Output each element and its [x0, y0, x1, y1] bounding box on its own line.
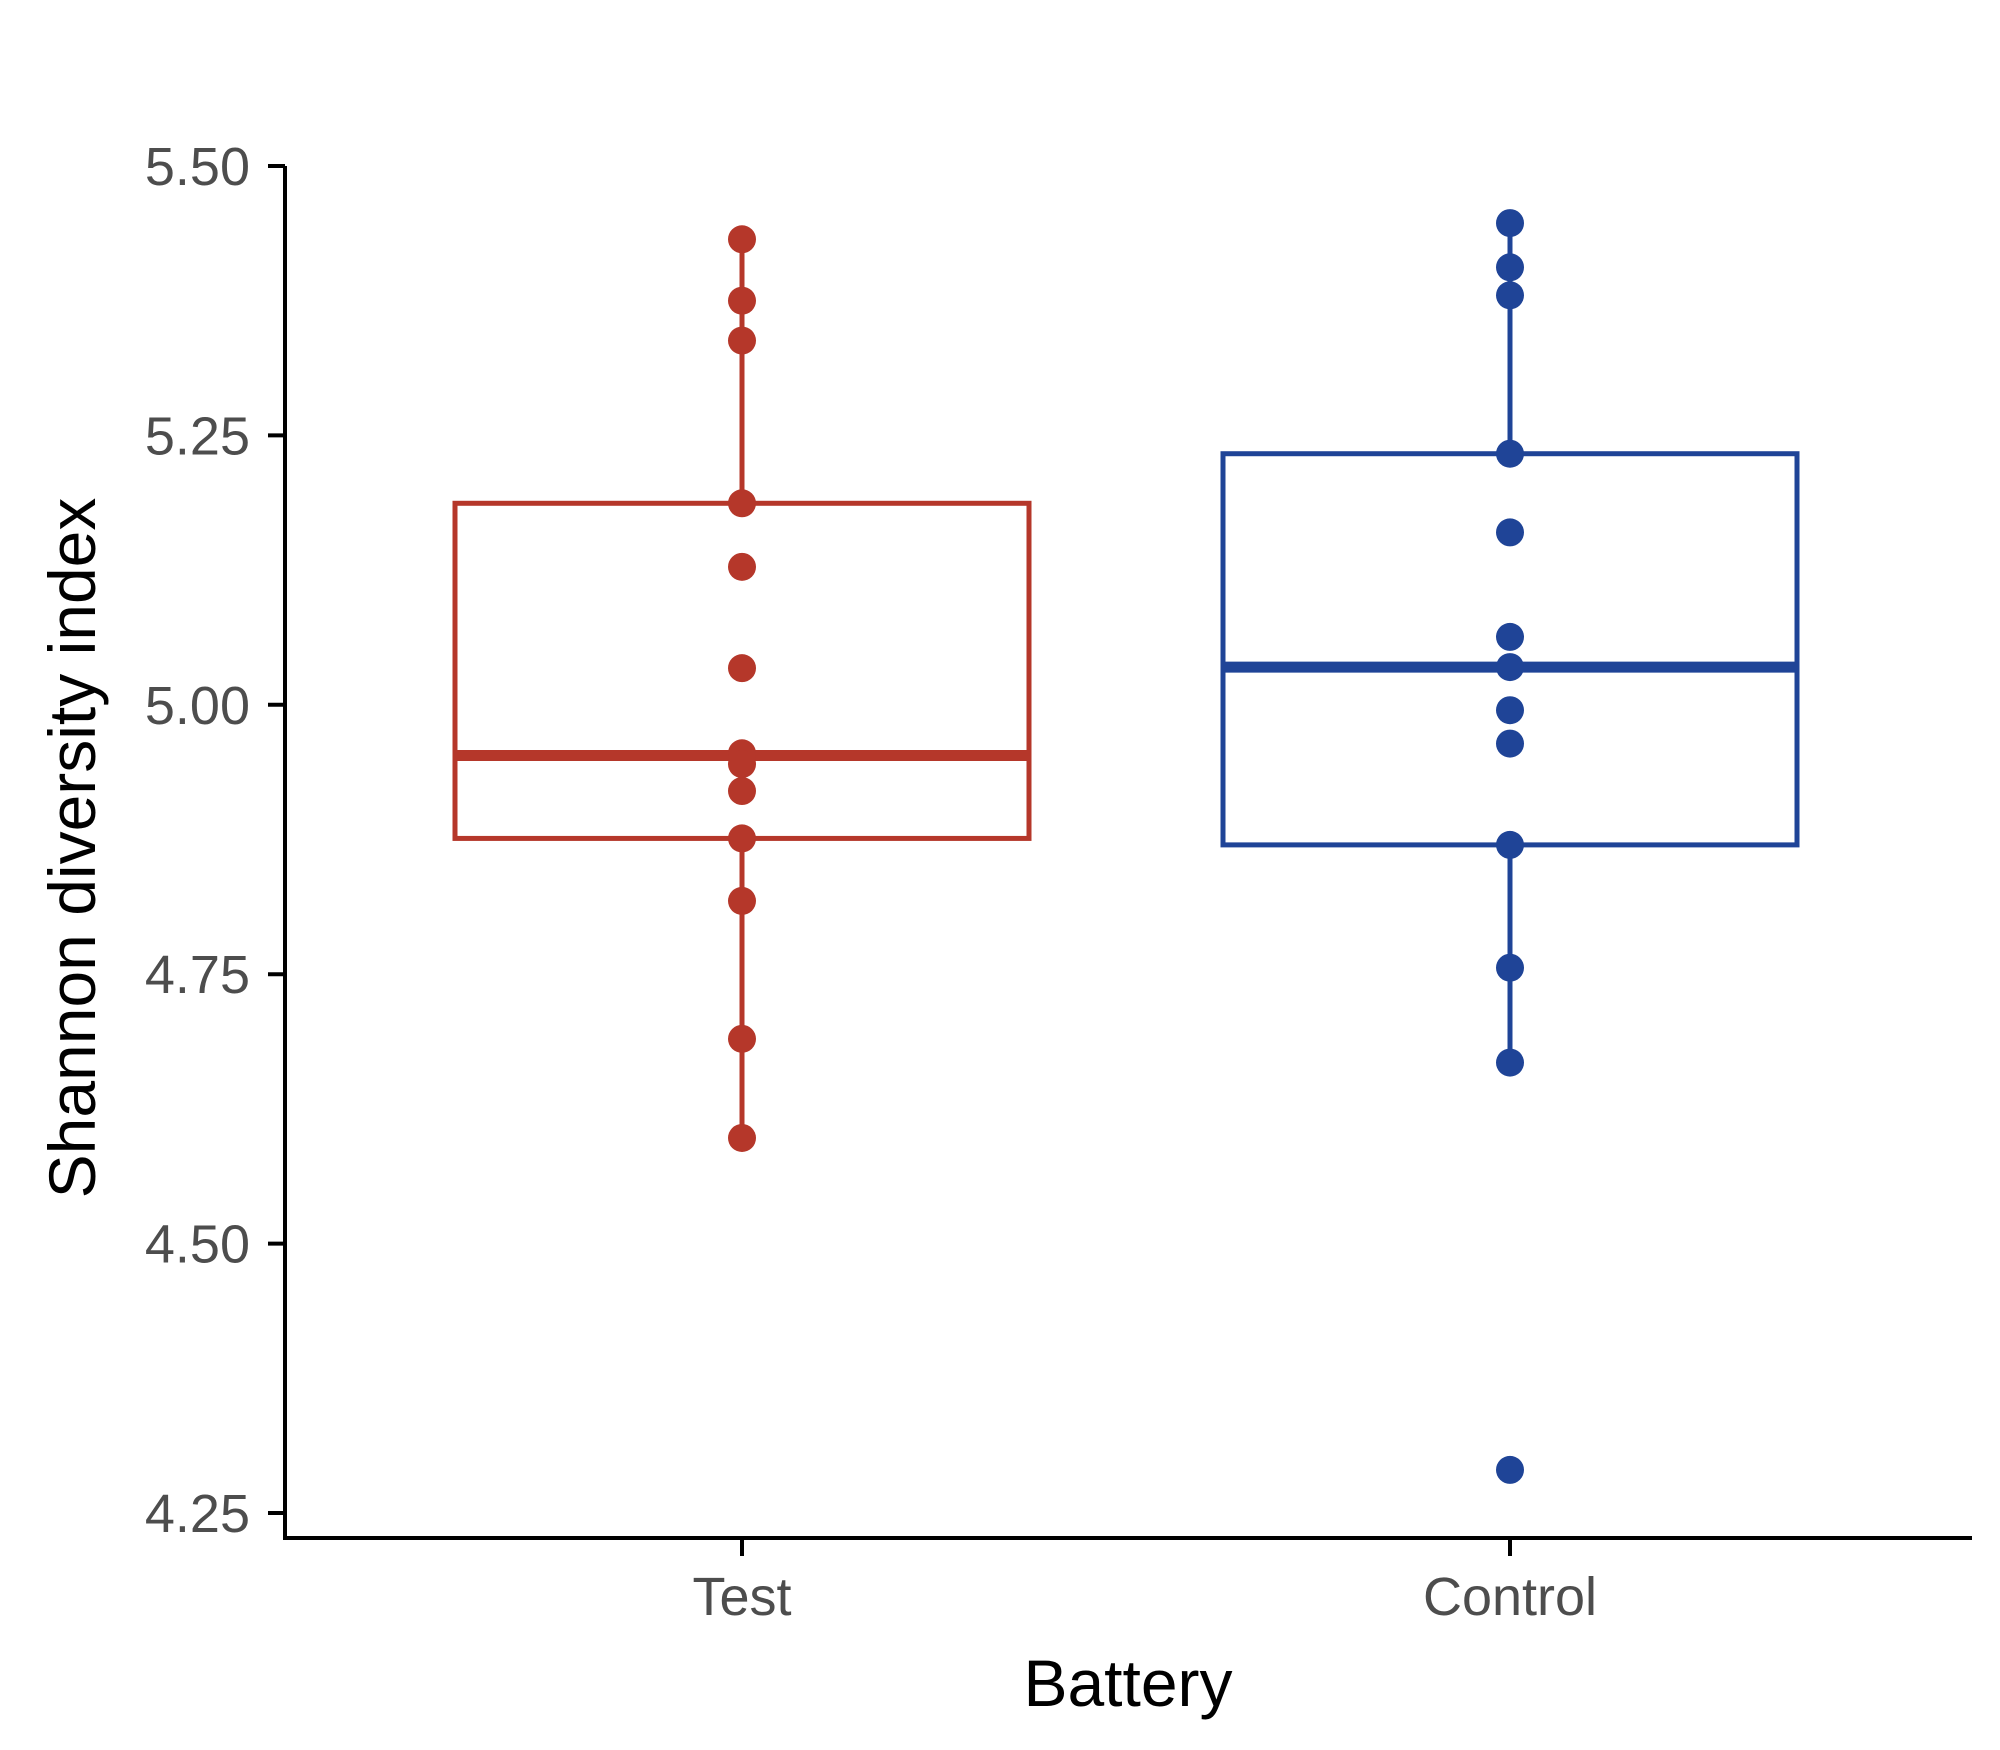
data-point [1496, 696, 1524, 725]
y-tick-label: 4.75 [145, 945, 250, 1005]
x-axis-title: Battery [1023, 1646, 1232, 1720]
data-point [1496, 1048, 1524, 1077]
data-point [1496, 281, 1524, 310]
y-tick-label: 4.25 [145, 1484, 250, 1544]
data-point [728, 326, 756, 355]
data-point [1496, 622, 1524, 651]
axes [283, 166, 1972, 1540]
data-point [1496, 209, 1524, 238]
data-point [1496, 830, 1524, 859]
data-point [1496, 653, 1524, 682]
data-point [728, 777, 756, 806]
y-tick-label: 4.50 [145, 1215, 250, 1275]
data-point [1496, 1455, 1524, 1484]
data-point [728, 286, 756, 315]
x-tick-label: Test [692, 1567, 791, 1627]
data-point [1496, 953, 1524, 982]
x-tick-label: Control [1423, 1567, 1597, 1627]
y-axis-ticks: 4.25 4.50 4.75 5.00 5.25 5.50 [145, 137, 285, 1544]
data-point [728, 654, 756, 683]
data-point [1496, 729, 1524, 758]
x-axis-ticks: Test Control [692, 1538, 1597, 1627]
data-point [1496, 253, 1524, 282]
data-point [728, 750, 756, 779]
data-point [1496, 439, 1524, 468]
data-point [728, 1024, 756, 1053]
box-group-test [452, 225, 1032, 1152]
data-point [728, 886, 756, 915]
y-tick-label: 5.25 [145, 406, 250, 466]
data-point [1496, 518, 1524, 547]
data-point [728, 489, 756, 518]
data-point [728, 824, 756, 853]
y-tick-label: 5.50 [145, 137, 250, 197]
data-point [728, 225, 756, 254]
data-point [728, 552, 756, 581]
y-axis-title: Shannon diversity index [35, 498, 109, 1199]
box-group-control [1220, 209, 1800, 1484]
plot-area [452, 209, 1800, 1484]
y-tick-label: 5.00 [145, 676, 250, 736]
data-point [728, 1123, 756, 1152]
